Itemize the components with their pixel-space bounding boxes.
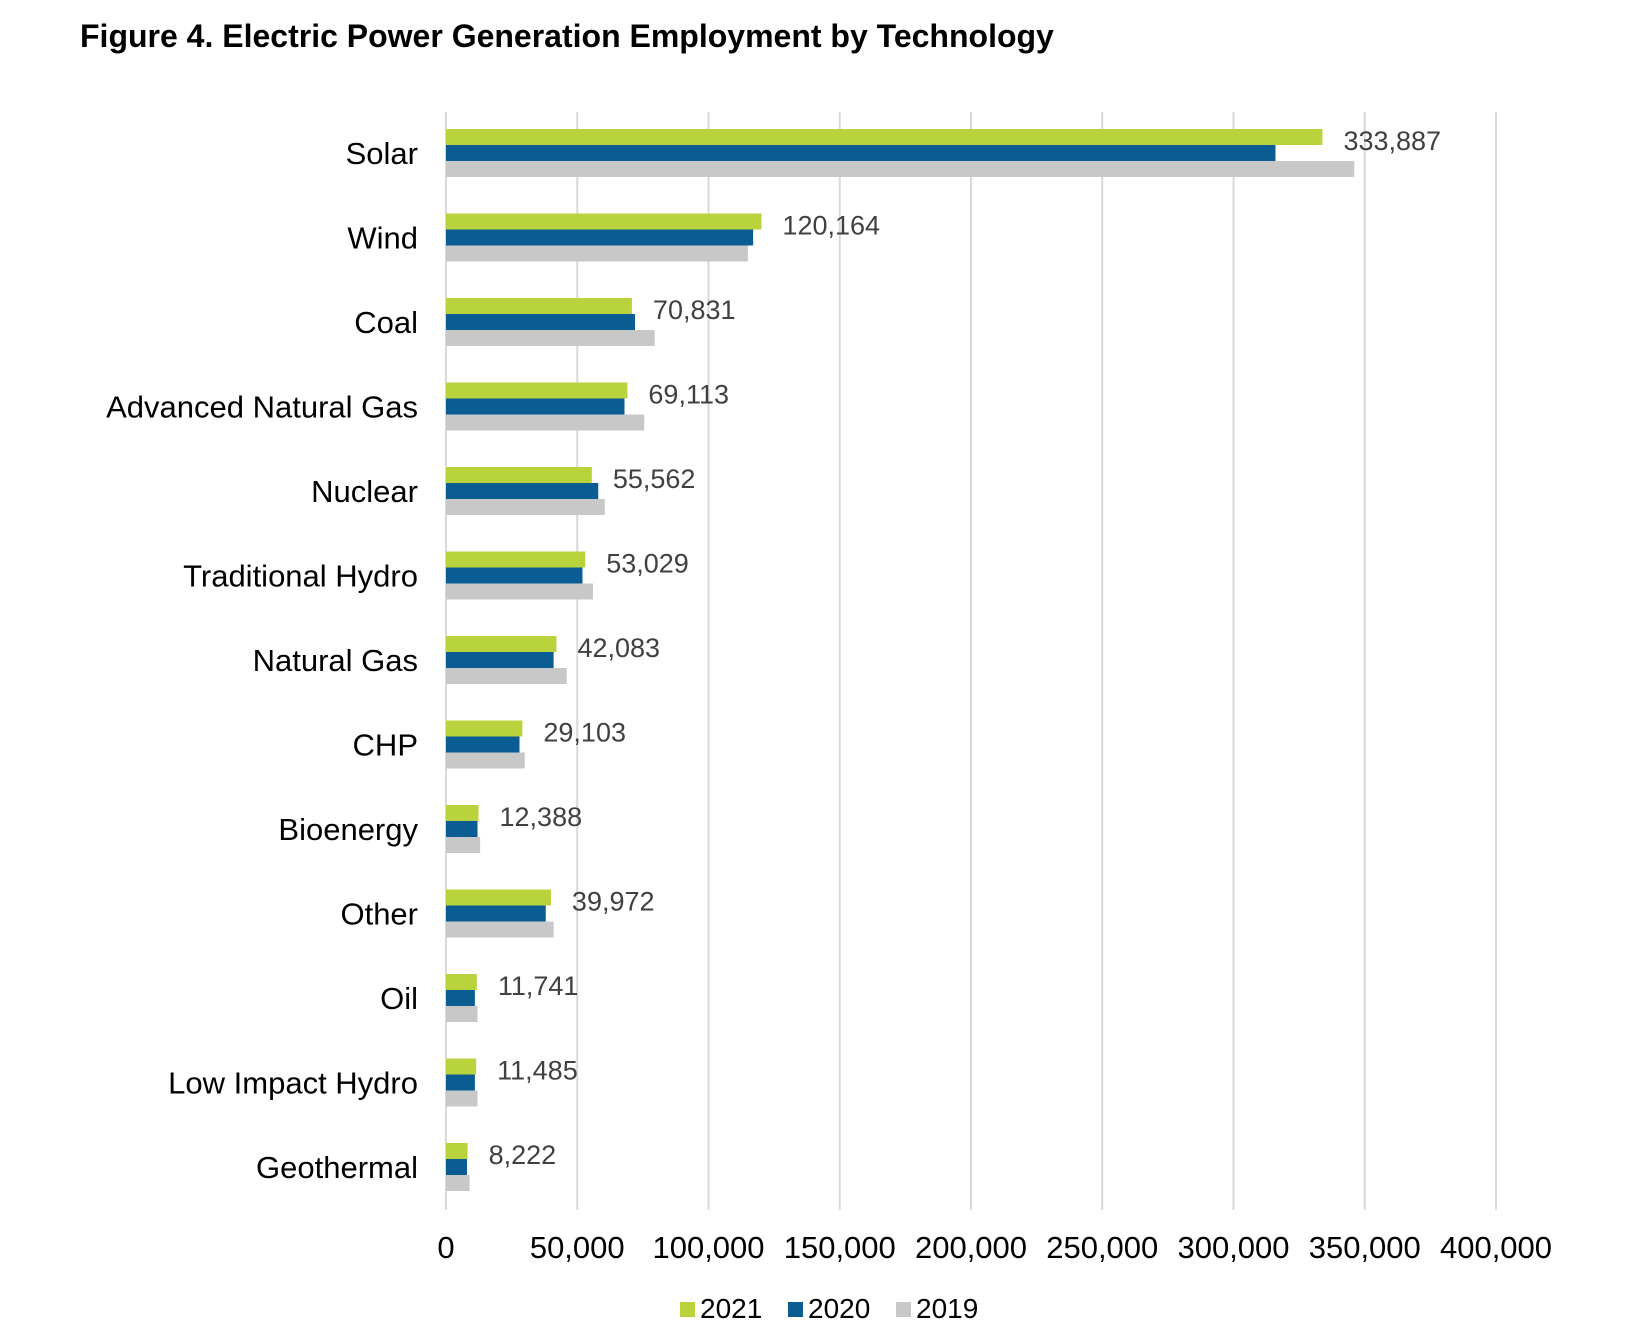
data-label: 11,741 — [498, 971, 579, 1001]
x-tick-label-2: 100,000 — [652, 1230, 764, 1265]
bar-2021 — [446, 720, 523, 737]
bar-2020 — [446, 1159, 467, 1175]
category-label: Oil — [380, 981, 418, 1016]
legend-swatch-2021 — [680, 1302, 695, 1317]
category-label: Traditional Hydro — [183, 559, 418, 594]
category-label: Coal — [354, 305, 418, 340]
data-label: 53,029 — [606, 549, 689, 579]
legend-swatch-2020 — [788, 1302, 803, 1317]
data-label: 8,222 — [489, 1140, 557, 1170]
category-label: CHP — [353, 728, 418, 763]
bar-2019 — [446, 668, 567, 684]
bar-2019 — [446, 837, 481, 853]
bar-2021 — [446, 129, 1323, 145]
bar-2020 — [446, 821, 478, 837]
x-tick-label-8: 400,000 — [1440, 1230, 1552, 1265]
bar-2019 — [446, 583, 593, 600]
bar-2020 — [446, 398, 625, 415]
data-label: 12,388 — [500, 802, 583, 832]
bar-2021 — [446, 805, 479, 821]
category-label: Geothermal — [256, 1150, 418, 1185]
bar-2020 — [446, 145, 1276, 161]
category-label: Advanced Natural Gas — [106, 390, 418, 425]
bar-2021 — [446, 636, 557, 652]
bar-2021 — [446, 467, 592, 483]
category-label: Solar — [346, 136, 418, 171]
x-tick-label-1: 50,000 — [530, 1230, 625, 1265]
legend-label-2019: 2019 — [916, 1293, 978, 1324]
chart-title: Figure 4. Electric Power Generation Empl… — [80, 18, 1054, 54]
bar-2019 — [446, 414, 645, 431]
category-label: Nuclear — [311, 474, 418, 509]
bar-2019 — [446, 330, 655, 346]
bar-2020 — [446, 483, 599, 499]
bar-2021 — [446, 974, 477, 990]
bar-2020 — [446, 990, 475, 1006]
bar-2019 — [446, 752, 525, 769]
bar-2020 — [446, 314, 635, 330]
bar-2019 — [446, 1090, 478, 1107]
bar-2020 — [446, 905, 546, 922]
data-label: 333,887 — [1343, 126, 1441, 156]
bar-2020 — [446, 229, 754, 246]
x-tick-label-3: 150,000 — [784, 1230, 896, 1265]
bar-2021 — [446, 298, 632, 314]
category-label: Low Impact Hydro — [168, 1066, 418, 1101]
bar-2021 — [446, 382, 628, 399]
x-tick-label-6: 300,000 — [1177, 1230, 1289, 1265]
data-label: 11,485 — [497, 1056, 578, 1086]
data-label: 70,831 — [653, 295, 736, 325]
bar-2021 — [446, 551, 586, 568]
bar-2021 — [446, 1058, 477, 1075]
x-tick-label-4: 200,000 — [915, 1230, 1027, 1265]
category-label: Bioenergy — [278, 812, 418, 847]
bar-2019 — [446, 1175, 470, 1191]
data-label: 120,164 — [782, 211, 880, 241]
bar-2021 — [446, 213, 762, 230]
data-label: 39,972 — [572, 887, 655, 917]
category-label: Wind — [347, 221, 418, 256]
category-label: Other — [340, 897, 418, 932]
bar-2020 — [446, 652, 554, 668]
legend-swatch-2019 — [896, 1302, 911, 1317]
bar-2019 — [446, 921, 554, 938]
bar-2020 — [446, 1074, 475, 1091]
bar-2019 — [446, 161, 1355, 177]
data-label: 55,562 — [613, 464, 696, 494]
data-label: 42,083 — [577, 633, 660, 663]
legend-label-2020: 2020 — [808, 1293, 870, 1324]
bar-2020 — [446, 736, 520, 753]
data-label: 69,113 — [648, 380, 729, 410]
x-tick-label-0: 0 — [437, 1230, 454, 1265]
x-tick-label-5: 250,000 — [1046, 1230, 1158, 1265]
bar-2021 — [446, 1143, 468, 1159]
bar-2019 — [446, 1006, 478, 1022]
bar-2021 — [446, 889, 551, 906]
bar-2019 — [446, 245, 748, 262]
legend-label-2021: 2021 — [700, 1293, 762, 1324]
category-label: Natural Gas — [253, 643, 418, 678]
bar-2019 — [446, 499, 605, 515]
x-tick-label-7: 350,000 — [1309, 1230, 1421, 1265]
data-label: 29,103 — [543, 718, 626, 748]
bar-2020 — [446, 567, 583, 584]
